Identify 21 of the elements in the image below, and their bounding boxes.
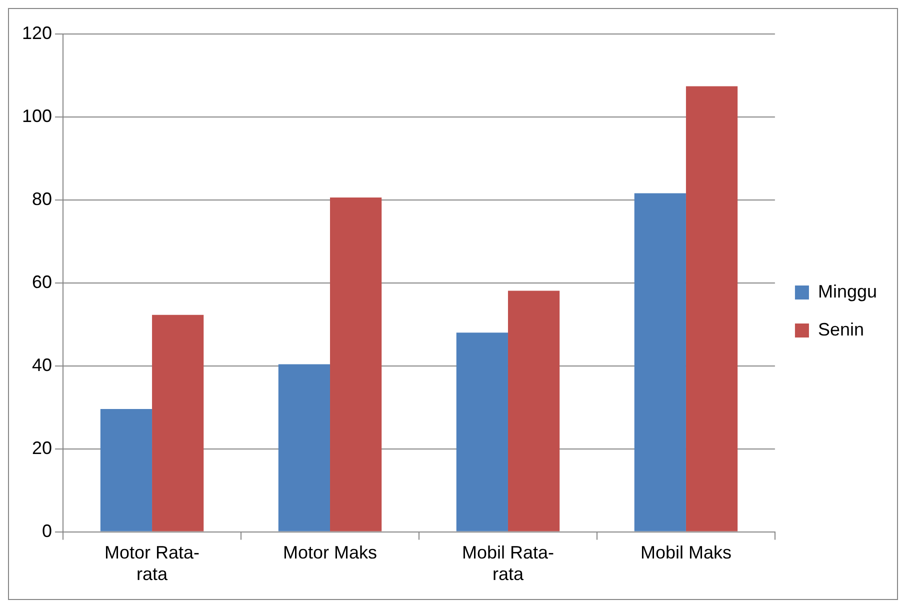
bar: [686, 86, 738, 532]
bar: [278, 364, 330, 532]
y-tick-label: 40: [32, 354, 52, 375]
x-tick-label: Mobil Rata-rata: [462, 542, 554, 584]
x-tick-label: Mobil Maks: [640, 542, 732, 563]
y-tick-label: 80: [32, 188, 52, 209]
bar: [456, 332, 508, 532]
y-tick-label: 20: [32, 438, 52, 458]
bar: [634, 193, 686, 532]
bar: [508, 290, 560, 532]
legend-label: Minggu: [818, 281, 878, 302]
bar: [100, 409, 152, 532]
legend-label: Senin: [818, 319, 864, 340]
bar: [152, 314, 204, 532]
bar: [330, 197, 382, 532]
y-tick-label: 120: [22, 22, 52, 43]
x-tick-label: Motor Maks: [282, 542, 378, 563]
y-tick-label: 0: [42, 520, 52, 541]
x-tick-label: Motor Rata-rata: [104, 542, 200, 584]
y-tick-label: 60: [32, 272, 52, 292]
y-tick-label: 100: [22, 106, 52, 126]
